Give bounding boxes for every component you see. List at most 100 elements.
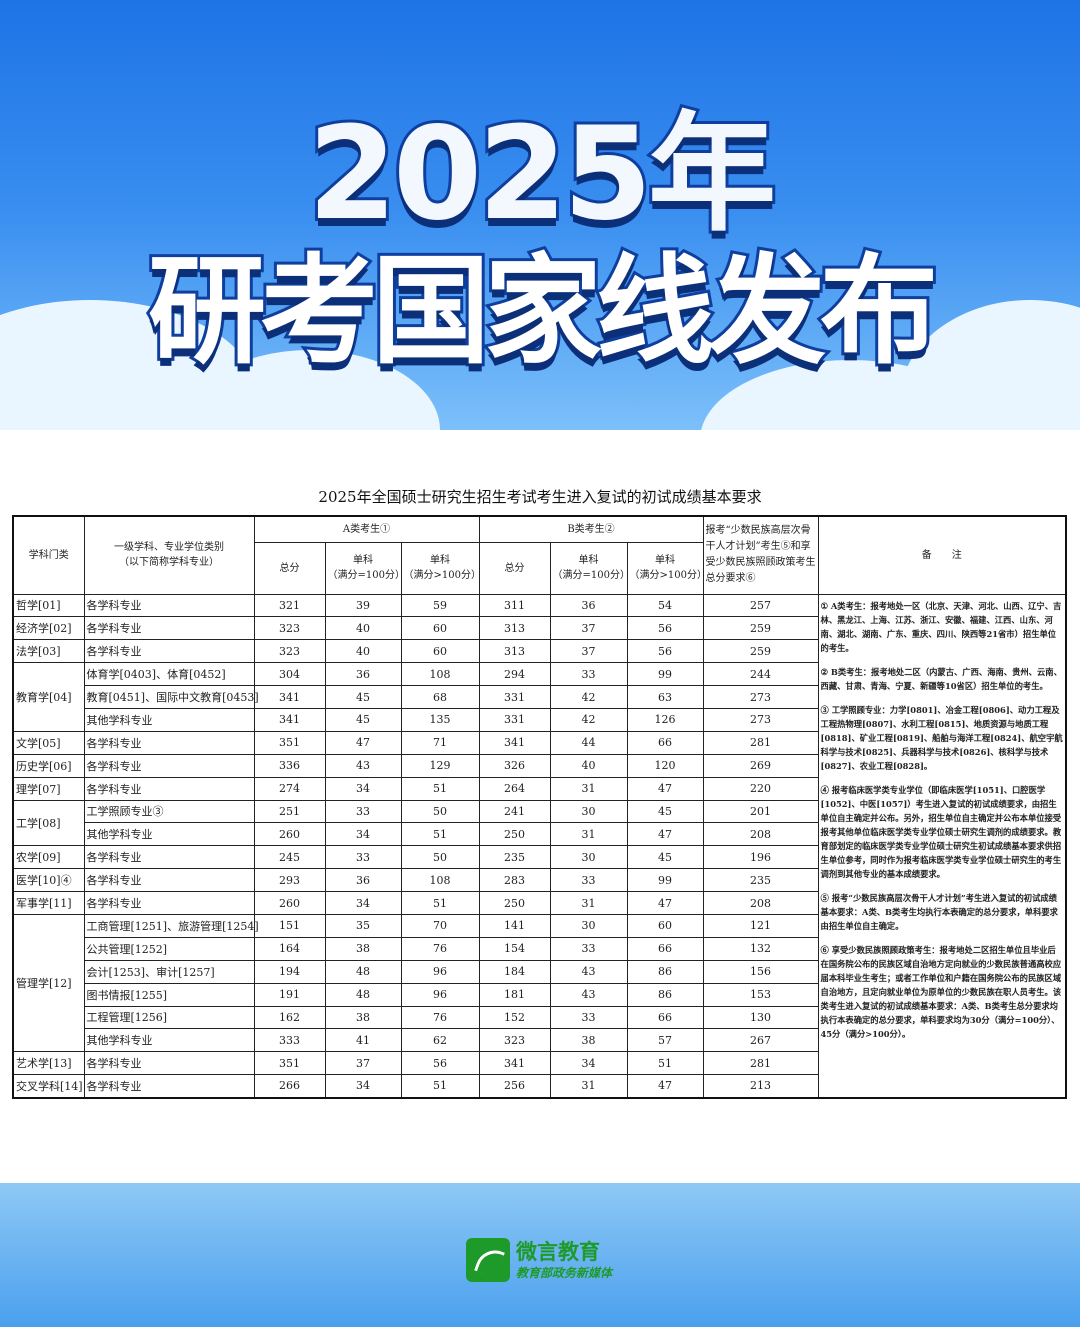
score-cell: 162 xyxy=(253,1005,326,1030)
header-a-single100: 单科 （满分=100分） xyxy=(324,541,405,595)
score-cell: 86 xyxy=(626,959,704,984)
score-cell: 191 xyxy=(253,982,326,1007)
score-cell: 44 xyxy=(549,730,628,755)
major-cell: 体育学[0403]、体育[0452] xyxy=(83,662,255,687)
score-cell: 50 xyxy=(400,845,480,870)
l: 单科 xyxy=(578,555,599,566)
score-cell: 33 xyxy=(549,1005,628,1030)
score-cell: 208 xyxy=(702,822,819,847)
score-cell: 40 xyxy=(549,753,628,778)
l-sub: （满分=100分） xyxy=(552,570,630,581)
score-cell: 37 xyxy=(549,616,628,641)
logo-icon xyxy=(466,1238,510,1282)
banner-year: 2025年 xyxy=(305,97,779,252)
major-cell: 工学照顾专业③ xyxy=(83,799,255,824)
score-cell: 34 xyxy=(324,1074,402,1099)
score-cell: 76 xyxy=(400,936,480,961)
major-cell: 各学科专业 xyxy=(83,730,255,755)
score-cell: 45 xyxy=(626,799,704,824)
score-cell: 194 xyxy=(253,959,326,984)
category-cell: 工学[08] xyxy=(12,799,85,847)
score-cell: 250 xyxy=(478,891,551,915)
score-cell: 30 xyxy=(549,913,628,938)
note-item: ① A类考生：报考地处一区（北京、天津、河北、山西、辽宁、吉林、黑龙江、上海、江… xyxy=(820,600,1062,653)
score-cell: 33 xyxy=(324,799,402,824)
score-cell: 120 xyxy=(626,753,704,778)
l: 单科 xyxy=(353,555,373,566)
score-cell: 331 xyxy=(478,707,551,732)
score-cell: 33 xyxy=(549,936,628,961)
score-cell: 43 xyxy=(549,982,628,1007)
major-cell: 图书情报[1255] xyxy=(83,982,255,1007)
score-cell: 196 xyxy=(702,845,819,870)
score-cell: 60 xyxy=(626,913,704,938)
score-cell: 208 xyxy=(702,891,819,915)
l-sub: （满分=100分） xyxy=(327,570,405,581)
table-row: 历史学[06] 各学科专业 336 43 129 326 40 120 269 xyxy=(12,753,1066,778)
category-cell: 交叉学科[14] xyxy=(12,1074,85,1099)
score-cell: 62 xyxy=(400,1028,480,1053)
table-row: 医学[10]④ 各学科专业 293 36 108 283 33 99 235 xyxy=(12,868,1066,893)
note-item: ⑥ 享受少数民族照顾政策考生：报考地处二区招生单位且毕业后在国务院公布的民族区域… xyxy=(820,944,1062,1039)
score-cell: 259 xyxy=(702,616,819,641)
table-row: 哲学[01] 各学科专业 321 39 59 311 36 54 257 ① A类考生：报考地处一… xyxy=(12,593,1067,1099)
score-cell: 48 xyxy=(324,959,402,984)
score-cell: 181 xyxy=(478,982,551,1007)
header-minority: 报考“少数民族高层次骨干人才计划”考生⑤和享受少数民族照顾政策考生总分要求⑥ xyxy=(702,515,819,595)
banner-headline: 研考国家线发布 xyxy=(145,239,941,383)
category-cell: 法学[03] xyxy=(12,639,85,664)
major-cell: 各学科专业 xyxy=(83,753,255,778)
table-row: 图书情报[1255] 191 48 96 181 43 86 153 xyxy=(13,982,1066,1007)
note-item: ③ 工学照顾专业：力学[0801]、冶金工程[0806]、动力工程及工程热物理[… xyxy=(820,704,1063,771)
table-row: 交叉学科[14] 各学科专业 266 34 51 256 31 47 213 xyxy=(12,1074,1066,1099)
score-cell: 40 xyxy=(324,616,402,641)
score-cell: 269 xyxy=(702,753,819,778)
category-cell: 教育学[04] xyxy=(12,662,85,732)
score-cell: 267 xyxy=(702,1028,819,1053)
score-cell: 135 xyxy=(400,707,480,732)
score-cell: 38 xyxy=(324,936,402,961)
category-cell: 医学[10]④ xyxy=(12,868,85,893)
score-cell: 341 xyxy=(253,685,326,709)
l-sub: （满分>100分） xyxy=(629,570,707,581)
score-cell: 43 xyxy=(549,959,628,984)
score-cell: 257 xyxy=(702,593,819,618)
score-cell: 43 xyxy=(324,753,402,778)
major-cell: 各学科专业 xyxy=(83,616,255,641)
score-cell: 36 xyxy=(549,593,628,618)
l-sub: （满分>100分） xyxy=(403,570,481,581)
table-row: 教育[0451]、国际中文教育[0453] 341 45 68 331 42 63 273 xyxy=(13,685,1066,709)
category-cell: 农学[09] xyxy=(12,845,85,870)
header-b-single100: 单科 （满分=100分） xyxy=(549,541,630,595)
score-cell: 30 xyxy=(549,845,628,870)
header-b-single-over: 单科 （满分>100分） xyxy=(626,541,707,595)
score-cell: 33 xyxy=(324,845,402,870)
score-cell: 313 xyxy=(478,639,551,664)
score-cell: 70 xyxy=(400,913,480,938)
table-row: 农学[09] 各学科专业 245 33 50 235 30 45 196 xyxy=(12,845,1066,870)
table-row: 经济学[02] 各学科专业 323 40 60 313 37 56 259 xyxy=(12,616,1066,641)
score-cell: 60 xyxy=(400,616,480,641)
score-cell: 47 xyxy=(626,891,704,915)
score-cell: 266 xyxy=(253,1074,326,1099)
score-cell: 45 xyxy=(324,707,402,732)
banner: 2025年 研考国家线发布 xyxy=(0,0,1080,430)
notes-cell: ① A类考生：报考地处一区（北京、天津、河北、山西、辽宁、吉林、黑龙江、上海、江… xyxy=(817,593,1067,1099)
major-cell: 各学科专业 xyxy=(83,845,255,870)
table-row: 艺术学[13] 各学科专业 351 37 56 341 34 51 281 xyxy=(12,1051,1066,1076)
score-cell: 132 xyxy=(702,936,819,961)
table-row: 工程管理[1256] 162 38 76 152 33 66 130 xyxy=(13,1005,1066,1030)
score-cell: 293 xyxy=(253,868,326,893)
major-cell: 教育[0451]、国际中文教育[0453] xyxy=(83,685,259,709)
table-row: 其他学科专业 333 41 62 323 38 57 267 xyxy=(13,1028,1066,1053)
score-cell: 336 xyxy=(253,753,326,778)
score-cell: 281 xyxy=(702,730,819,755)
score-cell: 54 xyxy=(626,593,704,618)
score-cell: 47 xyxy=(626,776,704,801)
score-cell: 151 xyxy=(253,913,326,938)
score-cell: 86 xyxy=(626,982,704,1007)
score-cell: 36 xyxy=(324,868,402,893)
score-cell: 51 xyxy=(400,1074,480,1099)
score-cell: 56 xyxy=(400,1051,480,1076)
major-cell: 各学科专业 xyxy=(83,593,255,618)
